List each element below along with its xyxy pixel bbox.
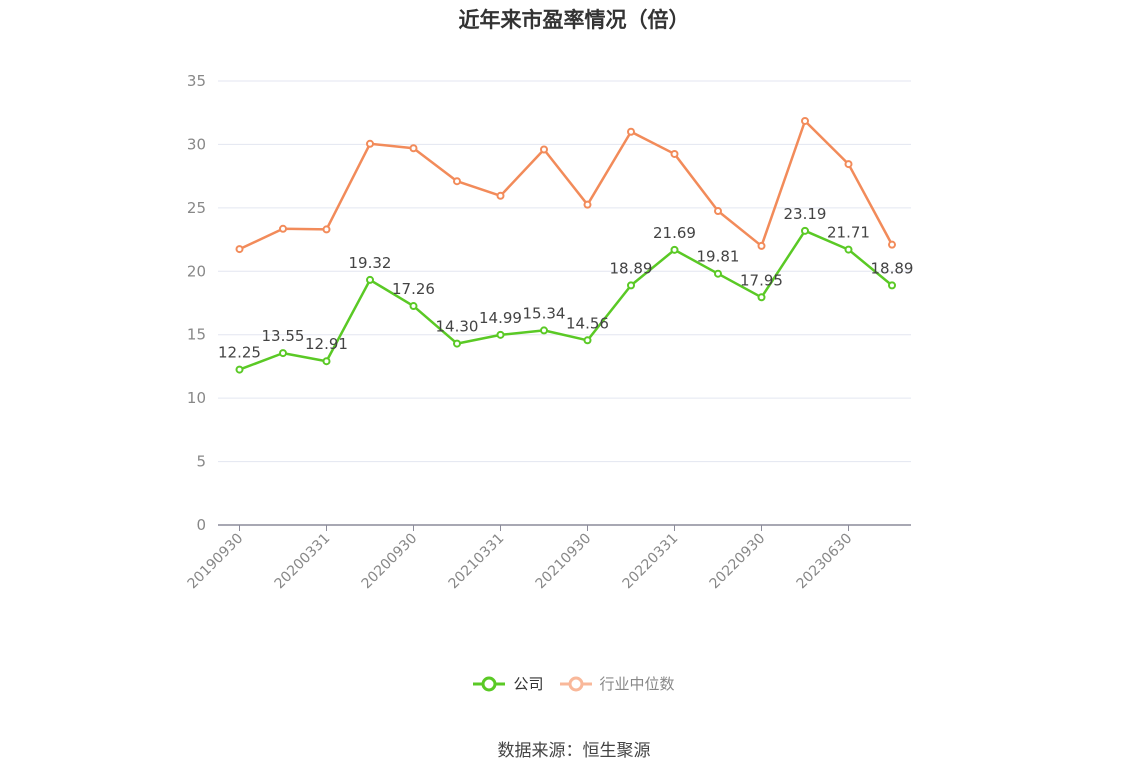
x-tick-label: 20230630 — [794, 531, 856, 593]
series-points — [235, 116, 896, 374]
chart-title: 近年来市盈率情况（倍） — [458, 8, 690, 32]
y-tick-label: 35 — [187, 72, 206, 90]
data-label: 23.19 — [784, 205, 827, 223]
data-point-0 — [496, 330, 505, 339]
data-point-0 — [235, 365, 244, 374]
data-point-1 — [235, 245, 244, 254]
data-point-1 — [279, 224, 287, 233]
data-point-1 — [757, 241, 766, 250]
y-tick-label: 20 — [187, 262, 206, 280]
data-point-1 — [409, 144, 418, 153]
data-point-0 — [409, 302, 418, 311]
data-point-0 — [627, 281, 635, 290]
x-tick-label: 20200331 — [272, 531, 334, 593]
grid-lines — [218, 80, 911, 463]
y-tick-label: 25 — [187, 199, 206, 217]
data-point-0 — [888, 281, 896, 290]
data-point-0 — [670, 245, 679, 254]
data-point-1 — [366, 139, 374, 148]
data-point-0 — [714, 269, 722, 278]
data-point-1 — [322, 225, 331, 234]
data-point-1 — [844, 160, 853, 169]
data-label: 12.25 — [218, 344, 261, 362]
x-tick-label: 20190930 — [185, 531, 247, 593]
series-lines — [238, 119, 894, 371]
y-tick-label: 30 — [187, 135, 206, 153]
data-label: 17.26 — [392, 280, 435, 298]
data-label: 13.55 — [262, 327, 305, 345]
data-point-1 — [583, 200, 592, 209]
legend-swatch-company — [473, 676, 506, 691]
data-point-0 — [366, 275, 374, 284]
legend-label-company: 公司 — [513, 675, 544, 693]
data-point-1 — [627, 127, 635, 136]
data-point-1 — [540, 145, 548, 154]
x-tick-label: 20210331 — [446, 531, 508, 593]
data-label: 21.71 — [827, 224, 870, 242]
data-label: 18.89 — [871, 259, 914, 277]
data-point-0 — [453, 339, 461, 348]
data-point-1 — [496, 191, 505, 200]
data-point-1 — [670, 149, 679, 158]
data-point-0 — [583, 336, 592, 345]
x-tick-label: 20220930 — [707, 531, 769, 593]
x-axis — [218, 524, 911, 531]
data-point-1 — [453, 177, 461, 186]
y-tick-label: 5 — [196, 453, 206, 471]
data-label: 19.32 — [349, 254, 392, 272]
x-tick-label: 20210930 — [533, 531, 595, 593]
series-line-0 — [239, 229, 893, 371]
data-label: 15.34 — [523, 304, 566, 322]
data-label: 19.81 — [697, 248, 740, 266]
x-axis-tick-labels: 20190930 20200331 20200930 20210331 20210930… — [185, 531, 856, 593]
data-point-1 — [888, 240, 896, 249]
y-axis-ticks: 0 5 10 15 20 25 30 35 — [187, 72, 206, 534]
data-point-1 — [714, 207, 722, 216]
legend-item-industry[interactable]: 行业中位数 — [559, 673, 675, 694]
data-label: 14.56 — [566, 314, 609, 332]
series-line-1 — [238, 119, 894, 251]
y-tick-label: 15 — [187, 326, 206, 344]
data-point-0 — [757, 293, 766, 302]
data-label: 12.91 — [305, 335, 348, 353]
data-point-0 — [540, 326, 548, 335]
y-tick-label: 0 — [196, 516, 206, 534]
x-tick-label: 20200930 — [359, 531, 421, 593]
data-source: 数据来源：恒生聚源 — [497, 741, 651, 761]
data-point-1 — [801, 116, 809, 125]
y-tick-label: 10 — [187, 389, 206, 407]
data-point-0 — [844, 245, 853, 254]
data-label: 14.30 — [436, 318, 479, 336]
data-point-0 — [801, 226, 809, 235]
legend-item-company[interactable]: 公司 — [473, 673, 544, 694]
x-tick-label: 20220331 — [620, 531, 682, 593]
legend: 公司 行业中位数 — [0, 673, 1148, 694]
data-point-0 — [322, 357, 331, 366]
data-label: 21.69 — [653, 224, 696, 242]
data-label: 18.89 — [610, 259, 653, 277]
data-label: 17.95 — [740, 271, 783, 289]
data-point-0 — [279, 349, 287, 358]
legend-label-industry: 行业中位数 — [599, 675, 675, 693]
legend-swatch-industry — [559, 676, 592, 691]
data-label: 14.99 — [479, 309, 522, 327]
